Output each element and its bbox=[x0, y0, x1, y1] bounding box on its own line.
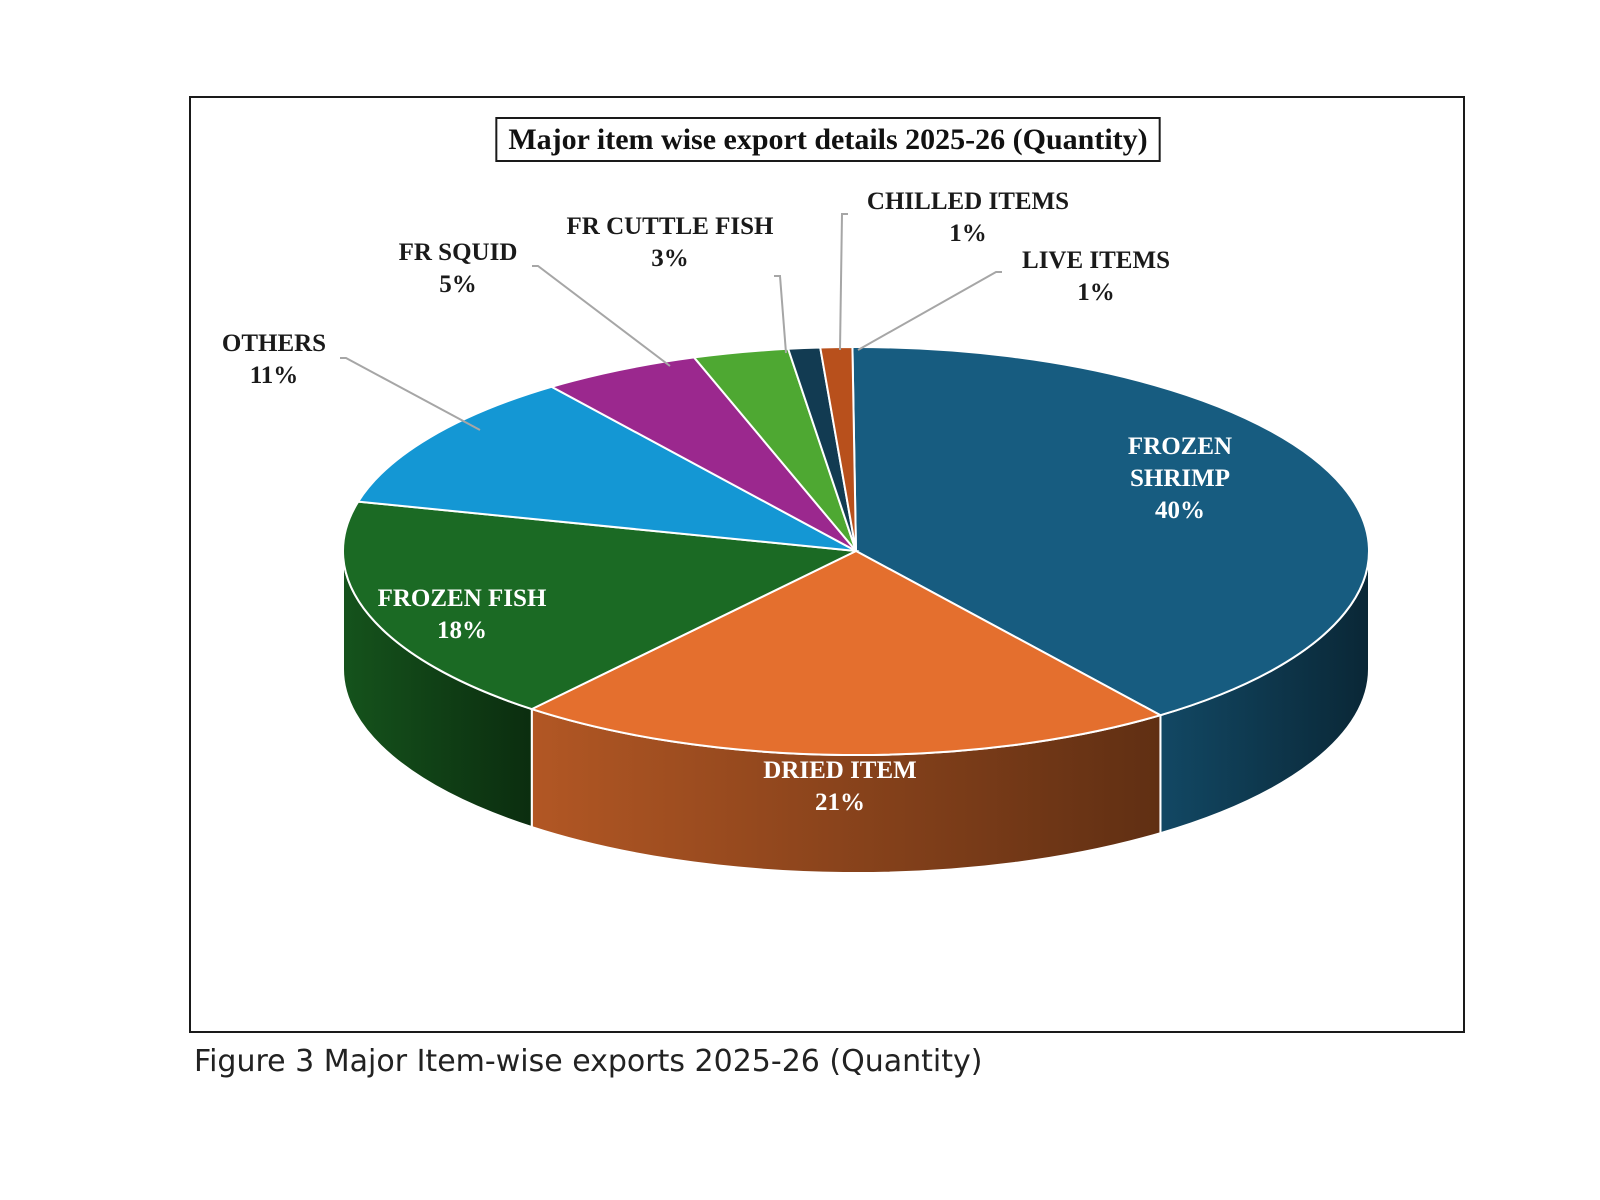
slice-label-fr-squid: FR SQUID 5% bbox=[399, 239, 518, 298]
slice-label-line: SHRIMP bbox=[1130, 465, 1230, 492]
slice-label-line: FR SQUID bbox=[399, 239, 518, 266]
slice-label-line: 21% bbox=[815, 789, 865, 816]
leader-line-others bbox=[340, 357, 481, 431]
slice-label-line: FROZEN FISH bbox=[378, 585, 547, 612]
slice-label-line: LIVE ITEMS bbox=[1022, 247, 1170, 274]
slice-label-dried-item: DRIED ITEM 21% bbox=[763, 757, 917, 816]
slice-fr-squid bbox=[548, 356, 857, 552]
slice-label-line: 3% bbox=[651, 245, 689, 272]
slice-frozen-shrimp bbox=[851, 346, 1370, 717]
slice-label-line: 40% bbox=[1155, 497, 1205, 524]
leader-line-fr-squid bbox=[532, 265, 671, 367]
chart-title: Major item wise export details 2025-26 (… bbox=[508, 123, 1147, 156]
slice-labels: FROZEN SHRIMP 40% DRIED ITEM 21% FROZEN FISH 1… bbox=[222, 188, 1232, 816]
slice-label-line: 18% bbox=[437, 617, 487, 644]
slice-label-line: CHILLED ITEMS bbox=[867, 188, 1069, 215]
slice-label-line: 1% bbox=[1077, 279, 1115, 306]
figure-caption: Figure 3 Major Item-wise exports 2025-26… bbox=[194, 1044, 983, 1079]
slice-live-items bbox=[819, 346, 857, 552]
slice-label-line: FR CUTTLE FISH bbox=[567, 213, 775, 240]
chart-frame: Major item wise export details 2025-26 (… bbox=[189, 96, 1465, 1033]
slice-frozen-fish bbox=[342, 500, 860, 711]
slice-others bbox=[356, 385, 857, 552]
slice-label-frozen-shrimp: FROZEN SHRIMP 40% bbox=[1128, 433, 1232, 524]
slice-label-line: FROZEN bbox=[1128, 433, 1232, 460]
pie-slices bbox=[342, 346, 1370, 756]
pie-chart: Major item wise export details 2025-26 (… bbox=[222, 117, 1370, 874]
leader-line-live-items bbox=[857, 271, 1002, 351]
leader-line-fr-cuttle-fish bbox=[774, 275, 787, 354]
slice-label-chilled-items: CHILLED ITEMS 1% bbox=[867, 188, 1069, 247]
slice-label-line: 5% bbox=[439, 271, 477, 298]
slice-label-line: 11% bbox=[250, 362, 299, 389]
slice-dried-item bbox=[529, 549, 1164, 756]
slice-label-line: OTHERS bbox=[222, 330, 326, 357]
slice-label-line: 1% bbox=[949, 220, 987, 247]
slice-label-line: DRIED ITEM bbox=[763, 757, 917, 784]
slice-label-frozen-fish: FROZEN FISH 18% bbox=[378, 585, 547, 644]
chart-title-box: Major item wise export details 2025-26 (… bbox=[495, 117, 1161, 162]
leader-lines bbox=[340, 213, 1002, 431]
leader-line-chilled-items bbox=[839, 213, 848, 351]
slice-label-fr-cuttle-fish: FR CUTTLE FISH 3% bbox=[567, 213, 775, 272]
slice-label-others: OTHERS 11% bbox=[222, 330, 326, 389]
slice-label-live-items: LIVE ITEMS 1% bbox=[1022, 247, 1170, 306]
